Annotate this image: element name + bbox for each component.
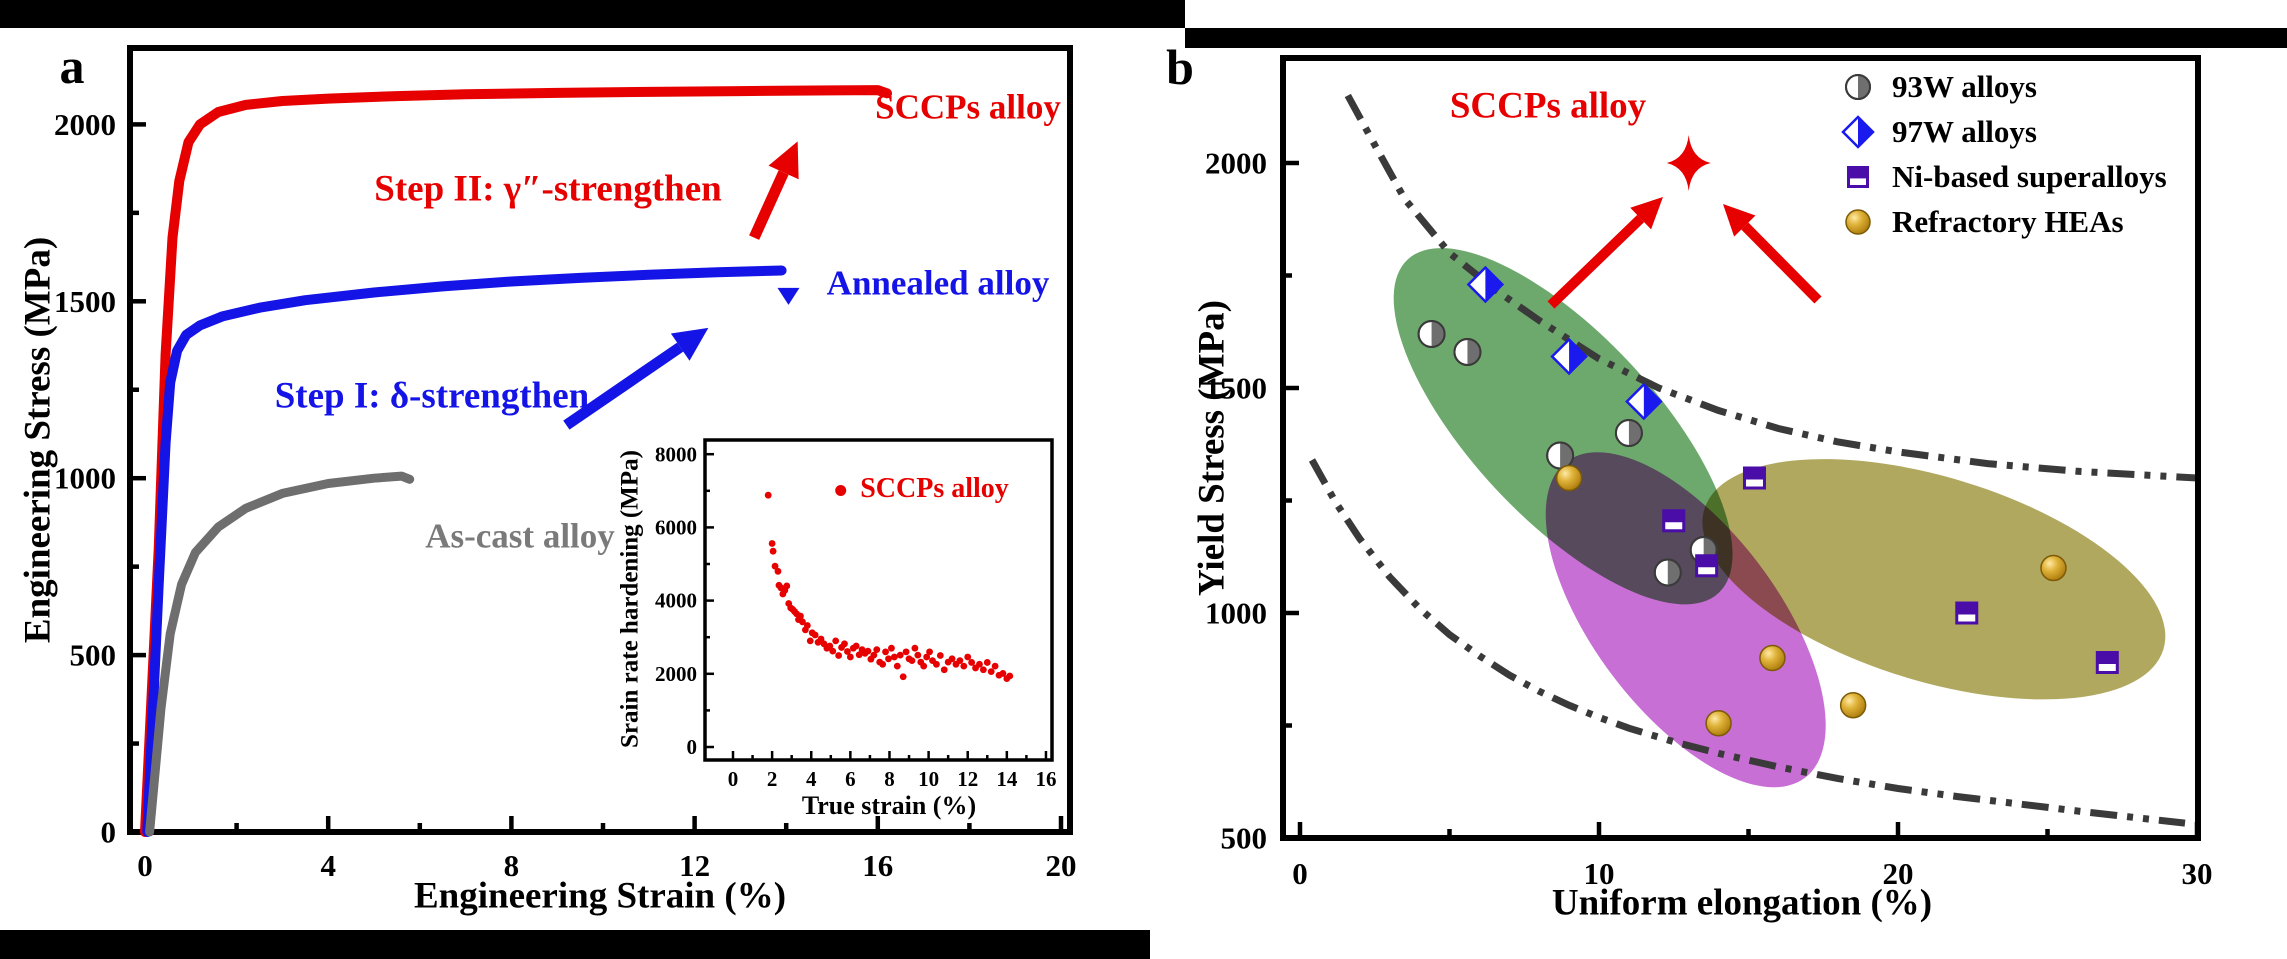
- svg-text:1500: 1500: [54, 284, 116, 319]
- inset-axes: 0 2000 4000 6000 8000 0 2 4 6 8 10 12 14 16: [655, 442, 1056, 791]
- half-square-icon: [1847, 165, 1869, 188]
- svg-text:0: 0: [728, 767, 739, 791]
- panel-a-arrow-1: [563, 342, 684, 430]
- svg-text:1000: 1000: [54, 461, 116, 496]
- inset-x-axis-title: True strain (%): [801, 791, 977, 820]
- olive-region: [1702, 459, 2166, 700]
- svg-text:6: 6: [845, 767, 856, 791]
- svg-text:10: 10: [918, 767, 939, 791]
- bottom-black-bar: [0, 930, 1150, 959]
- legend-label-93w: 93W alloys: [1892, 68, 2037, 104]
- series-ni-based-superalloys: [1662, 466, 2119, 674]
- series-refractory-heas: [1555, 464, 2067, 737]
- legend-label-ni-superalloys: Ni-based superalloys: [1892, 158, 2167, 194]
- svg-text:2: 2: [767, 767, 778, 791]
- panel-b-arrow-0-head: [1630, 197, 1663, 230]
- svg-text:2000: 2000: [1205, 146, 1267, 181]
- inset-legend-label: SCCPs alloy: [860, 473, 1009, 504]
- svg-text:0: 0: [687, 735, 698, 759]
- svg-text:20: 20: [1046, 848, 1077, 883]
- svg-text:12: 12: [957, 767, 978, 791]
- legend-label-97w: 97W alloys: [1892, 113, 2037, 149]
- panel-a-y-axis-title: Engineering Stress (MPa): [17, 236, 59, 644]
- annotation-sccps-alloy-a: SCCPs alloy: [875, 87, 1061, 127]
- series-93w-alloys: [1417, 320, 1718, 587]
- svg-text:0: 0: [101, 815, 117, 850]
- curve-as-cast-alloy: [145, 471, 415, 837]
- region-ellipses: [1393, 248, 2166, 788]
- annotation-annealed-alloy: Annealed alloy: [826, 263, 1050, 303]
- legend: 93W alloys 97W alloys Ni-based superallo…: [1840, 64, 2167, 244]
- panel-a-arrow-0-head: [768, 141, 799, 180]
- inset-legend-dot-icon: [835, 485, 847, 497]
- svg-text:4: 4: [320, 848, 336, 883]
- top-black-bar-panel-b: [1185, 28, 2287, 48]
- panel-a-frame: [127, 45, 1073, 835]
- half-circle-icon: [1845, 73, 1871, 100]
- legend-item-97w: 97W alloys: [1840, 109, 2167, 154]
- svg-text:16: 16: [862, 848, 893, 883]
- boundary-upper: [1344, 93, 2198, 482]
- curve-sccps-alloy: [140, 85, 892, 837]
- sphere-icon: [1845, 208, 1871, 235]
- svg-text:12: 12: [679, 848, 710, 883]
- top-black-bar: [0, 0, 1185, 28]
- panel-b-arrow-1-head: [1723, 204, 1756, 237]
- annotation-sccps-alloy-b: SCCPs alloy: [1449, 85, 1647, 127]
- svg-text:20: 20: [1883, 856, 1914, 891]
- annotation-as-cast: As-cast alloy: [425, 516, 615, 556]
- svg-text:30: 30: [2182, 856, 2213, 891]
- panel-b-x-axis-title: Uniform elongation (%): [1551, 882, 1933, 924]
- svg-text:8: 8: [884, 767, 895, 791]
- svg-text:0: 0: [137, 848, 153, 883]
- svg-text:4: 4: [806, 767, 817, 791]
- annotation-step1: Step I: δ-strengthen: [274, 375, 590, 417]
- svg-text:1500: 1500: [1205, 371, 1267, 406]
- half-diamond-icon: [1841, 114, 1875, 149]
- legend-label-refractory-heas: Refractory HEAs: [1892, 203, 2124, 239]
- legend-item-ni-superalloys: Ni-based superalloys: [1840, 154, 2167, 199]
- panel-a-x-axis-title: Engineering Strain (%): [413, 875, 787, 917]
- svg-text:16: 16: [1035, 767, 1056, 791]
- panel-a-arrow-1-head: [670, 327, 709, 361]
- series-97w-alloys: [1466, 265, 1663, 421]
- boundary-lower: [1308, 458, 2186, 827]
- inset-legend: SCCPs alloy: [835, 475, 1009, 503]
- annotation-step2: Step II: γ″-strengthen: [374, 168, 722, 210]
- panel-b-arrow-0: [1547, 214, 1645, 309]
- svg-text:6000: 6000: [655, 516, 697, 540]
- svg-text:14: 14: [996, 767, 1018, 791]
- panel-b-y-axis-title: Yield Stress (MPa): [1191, 300, 1233, 596]
- panel-b-frame: [1280, 55, 2201, 841]
- svg-text:2000: 2000: [54, 107, 116, 142]
- legend-item-refractory-heas: Refractory HEAs: [1840, 199, 2167, 244]
- legend-item-93w: 93W alloys: [1840, 64, 2167, 109]
- panel-b-letter: b: [1166, 39, 1194, 95]
- svg-text:10: 10: [1584, 856, 1615, 891]
- panel-b-arrow-1: [1741, 222, 1822, 304]
- curve-annealed-alloy: [142, 265, 787, 837]
- sccps-star-icon: [1666, 135, 1711, 191]
- svg-text:1000: 1000: [1205, 596, 1267, 631]
- svg-text:0: 0: [1292, 856, 1308, 891]
- svg-text:8000: 8000: [655, 442, 697, 466]
- svg-text:500: 500: [70, 638, 117, 673]
- magenta-region: [1545, 452, 1826, 788]
- panel-a-arrow-0: [749, 170, 789, 240]
- svg-text:500: 500: [1221, 821, 1268, 856]
- panel-a-letter: a: [59, 38, 85, 94]
- inset-scatter: [764, 491, 1014, 682]
- svg-text:4000: 4000: [655, 589, 697, 613]
- panel-b-axes: 500 1000 1500 2000 0 10 20 30: [1205, 146, 2213, 891]
- svg-text:8: 8: [504, 848, 520, 883]
- svg-text:2000: 2000: [655, 662, 697, 686]
- annealed-end-triangle-icon: [777, 287, 800, 305]
- inset-y-axis-title: Srain rate hardening (MPa): [616, 450, 644, 748]
